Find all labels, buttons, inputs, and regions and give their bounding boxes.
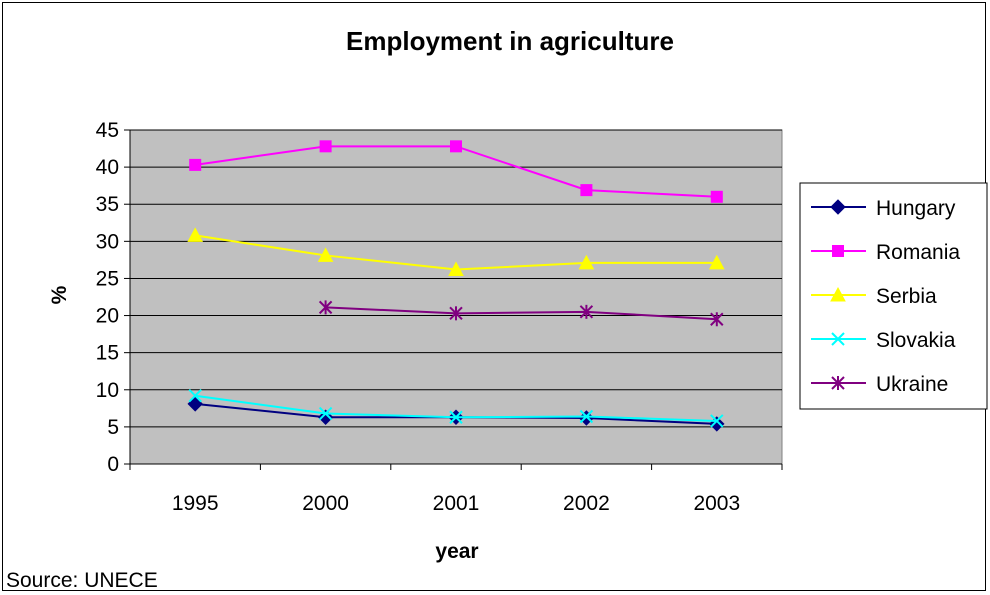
marker-stroke [449, 410, 463, 424]
legend-label: Hungary [876, 197, 956, 220]
legend: Hungary Romania Serbia Slovakia Ukraine [799, 182, 988, 410]
y-tick-label: 5 [107, 416, 119, 439]
legend-item-ukraine: Ukraine [811, 373, 948, 396]
x-tick-label: 2002 [563, 492, 610, 515]
y-tick-label: 15 [96, 342, 119, 365]
data-point-ukraine [710, 312, 724, 327]
marker-stroke [579, 409, 594, 424]
legend-item-serbia: Serbia [811, 285, 937, 308]
data-point-romania [450, 140, 462, 153]
y-tick-label: 45 [96, 119, 119, 142]
y-axis-title: % [48, 285, 71, 304]
series-serbia [187, 227, 725, 277]
legend-label: Serbia [876, 285, 937, 308]
marker-shape [830, 199, 846, 215]
x-axis-title: year [435, 540, 478, 563]
axes [124, 129, 783, 470]
data-point-romania [319, 140, 332, 153]
legend-marker [831, 332, 845, 346]
data-point-serbia [187, 227, 204, 242]
data-point-slovakia [188, 389, 202, 403]
data-point-serbia [317, 247, 334, 262]
legend-item-hungary: Hungary [811, 197, 956, 220]
data-point-slovakia [579, 409, 594, 424]
source-note: Source: UNECE [6, 569, 158, 592]
chart-title: Employment in agriculture [346, 26, 674, 56]
legend-label: Ukraine [876, 373, 948, 396]
data-point-slovakia [318, 406, 333, 421]
y-tick-label: 40 [96, 156, 119, 179]
series-romania [189, 140, 723, 203]
legend-marker [830, 199, 846, 215]
legend-marker [830, 286, 846, 302]
data-point-serbia [708, 254, 725, 270]
legend-label: Slovakia [876, 329, 956, 352]
legend-marker [832, 245, 844, 257]
x-tick-label: 1995 [172, 492, 219, 515]
series-lines [187, 140, 725, 432]
marker-stroke [188, 389, 202, 403]
legend-item-slovakia: Slovakia [811, 329, 956, 352]
x-tick-label: 2001 [433, 492, 480, 515]
marker-stroke [710, 414, 724, 428]
legend-item-romania: Romania [811, 241, 960, 264]
series-line-ukraine [325, 306, 717, 321]
data-point-serbia [578, 254, 595, 270]
y-tick-label: 25 [96, 267, 119, 290]
data-point-romania [189, 158, 202, 171]
y-tick-label: 20 [96, 305, 119, 328]
data-point-ukraine [579, 304, 594, 319]
data-point-ukraine [449, 306, 463, 321]
legend-marker [831, 376, 845, 390]
x-tick-label: 2000 [302, 492, 349, 515]
x-tick-label: 2003 [693, 492, 740, 515]
data-point-serbia [448, 261, 464, 277]
y-tick-label: 10 [96, 379, 119, 402]
data-point-romania [710, 190, 723, 203]
data-point-slovakia [449, 410, 463, 424]
series-ukraine [318, 300, 724, 327]
series-slovakia [188, 389, 724, 428]
x-tick-labels: 1995 2000 2001 2002 2003 [172, 492, 740, 515]
data-point-romania [580, 184, 593, 197]
marker-stroke [318, 406, 333, 421]
y-tick-label: 0 [107, 453, 119, 476]
legend-label: Romania [876, 241, 960, 264]
data-point-slovakia [710, 414, 724, 428]
y-tick-labels: 0 5 10 15 20 25 30 35 40 45 [96, 119, 119, 476]
y-tick-label: 35 [96, 193, 119, 216]
marker-stroke [831, 332, 845, 346]
data-point-ukraine [318, 300, 333, 315]
y-tick-label: 30 [96, 230, 119, 253]
